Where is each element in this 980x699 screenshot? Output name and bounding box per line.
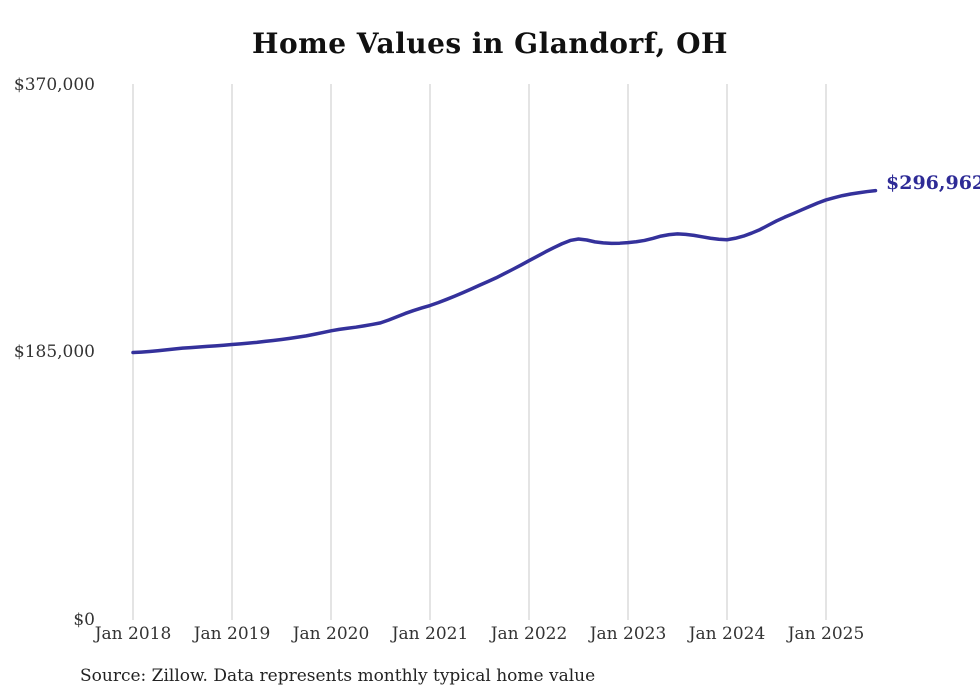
latest-value-label: $296,962 — [886, 172, 980, 194]
y-tick-0: $0 — [73, 610, 95, 630]
gridlines — [132, 84, 827, 620]
y-tick-185000: $185,000 — [13, 342, 95, 362]
x-tick-jan-2018: Jan 2018 — [94, 624, 172, 644]
y-tick-370000: $370,000 — [13, 75, 95, 95]
x-tick-jan-2024: Jan 2024 — [688, 624, 766, 644]
x-tick-jan-2020: Jan 2020 — [292, 624, 370, 644]
x-tick-jan-2022: Jan 2022 — [490, 624, 568, 644]
x-tick-jan-2023: Jan 2023 — [589, 624, 667, 644]
home-value-line — [131, 188, 878, 355]
source-note: Source: Zillow. Data represents monthly … — [80, 666, 596, 686]
x-tick-jan-2019: Jan 2019 — [193, 624, 271, 644]
x-tick-jan-2021: Jan 2021 — [391, 624, 469, 644]
chart-title: Home Values in Glandorf, OH — [251, 27, 728, 60]
x-tick-jan-2025: Jan 2025 — [787, 624, 865, 644]
